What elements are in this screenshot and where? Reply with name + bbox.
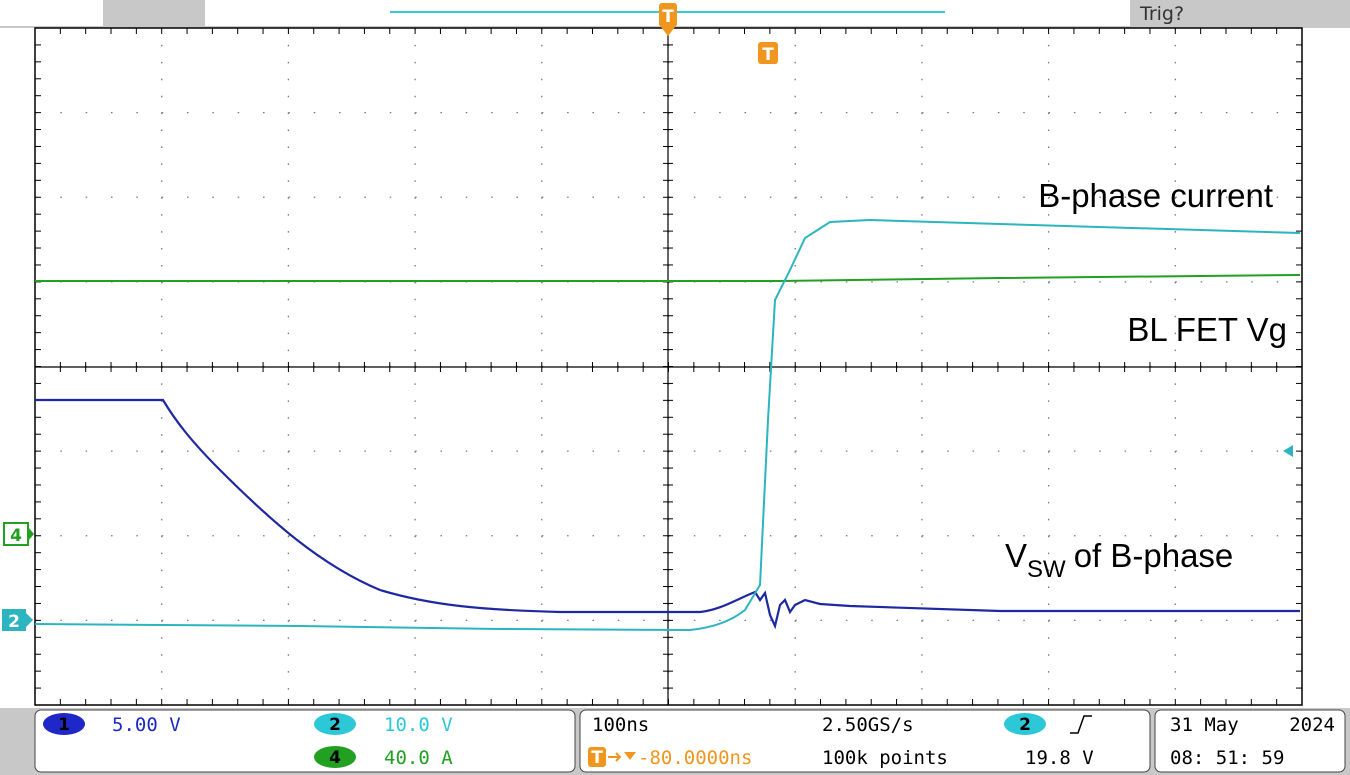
- position-marker-icon: [624, 752, 636, 760]
- date: 31 May: [1170, 714, 1239, 736]
- ch2-number: 2: [329, 715, 341, 735]
- year: 2024: [1289, 714, 1335, 736]
- channel-panel: [34, 709, 576, 773]
- trigger-status: Trig?: [1139, 3, 1184, 25]
- vsw-sub: SW: [1027, 556, 1066, 583]
- trigger-position-box: [659, 3, 677, 27]
- ch2-badge: [314, 713, 356, 735]
- ch4-badge: [314, 746, 356, 768]
- ch2-marker: 2: [8, 612, 20, 632]
- trigger-point-box: [758, 42, 778, 64]
- sample-rate: 2.50GS/s: [822, 714, 914, 736]
- top-bar-blank: [0, 0, 103, 26]
- trigger-level-arrow: [1283, 445, 1293, 457]
- trigger-source: 2: [1019, 715, 1031, 735]
- ch2-marker-arrow: [26, 613, 33, 627]
- ch1-scale: 5.00 V: [112, 714, 181, 736]
- vsw-main: V: [1005, 537, 1027, 574]
- ch2-marker-box: [2, 609, 26, 631]
- timebase-position: -80.0000ns: [638, 747, 752, 769]
- ch1-number: 1: [58, 715, 70, 735]
- display-bg: [0, 28, 1350, 708]
- trace-ch2: [34, 218, 1301, 632]
- position-badge-text: T: [591, 748, 603, 768]
- trace-ch1: [35, 398, 1300, 630]
- trace-ch4: [35, 274, 1301, 282]
- record-length: 100k points: [822, 747, 948, 769]
- trigger-position-marker: T: [662, 7, 674, 27]
- position-arrow: [608, 752, 622, 762]
- ch4-scale: 40.0 A: [384, 747, 453, 769]
- trigger-level: 19.8 V: [1025, 747, 1094, 769]
- annotation-current: B-phase current: [1038, 177, 1273, 214]
- trigger-source-badge: [1004, 713, 1046, 735]
- ch1-badge: [43, 713, 85, 735]
- ch4-marker: 4: [10, 526, 22, 546]
- trigger-point-marker: T: [762, 45, 774, 65]
- annotation-gate: BL FET Vg: [1127, 311, 1287, 348]
- datetime-panel: [1154, 709, 1346, 773]
- ch4-number: 4: [329, 748, 341, 768]
- vsw-rest: of B-phase: [1074, 537, 1234, 574]
- annotation-vsw: VSW of B-phase: [1005, 537, 1233, 583]
- ch4-marker-arrow: [28, 527, 34, 541]
- timebase-scale: 100ns: [592, 714, 649, 736]
- trigger-slope-icon: [1070, 715, 1092, 734]
- time: 08: 51: 59: [1170, 747, 1284, 769]
- ch2-scale: 10.0 V: [384, 714, 453, 736]
- trigger-position-arrow: [661, 27, 675, 36]
- position-badge: [588, 747, 606, 767]
